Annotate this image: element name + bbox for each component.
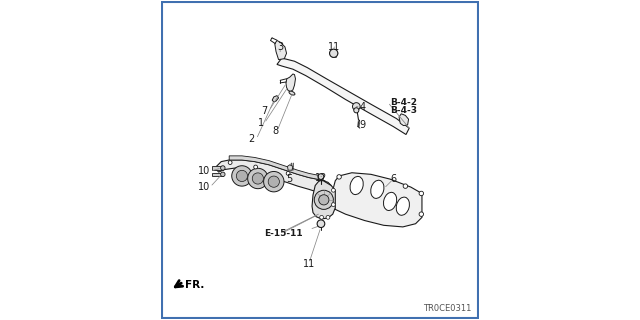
Text: 8: 8 bbox=[273, 126, 278, 136]
Circle shape bbox=[318, 174, 324, 180]
Polygon shape bbox=[212, 166, 223, 170]
Polygon shape bbox=[287, 165, 293, 170]
Text: 11: 11 bbox=[328, 42, 340, 52]
Text: 6: 6 bbox=[390, 174, 396, 184]
Circle shape bbox=[337, 175, 341, 179]
Circle shape bbox=[332, 188, 335, 192]
Circle shape bbox=[332, 203, 335, 206]
Text: B-4-2: B-4-2 bbox=[390, 98, 417, 107]
Circle shape bbox=[320, 215, 323, 219]
Ellipse shape bbox=[396, 197, 410, 215]
Text: TR0CE0311: TR0CE0311 bbox=[423, 304, 471, 313]
Circle shape bbox=[264, 172, 284, 192]
Text: 5: 5 bbox=[287, 174, 293, 184]
Circle shape bbox=[248, 168, 268, 189]
Circle shape bbox=[314, 190, 333, 209]
Circle shape bbox=[326, 215, 330, 219]
Circle shape bbox=[236, 170, 248, 181]
Text: 4: 4 bbox=[360, 102, 366, 112]
Circle shape bbox=[330, 49, 338, 57]
Circle shape bbox=[403, 184, 408, 188]
Text: 1: 1 bbox=[258, 118, 264, 128]
Polygon shape bbox=[216, 160, 331, 194]
Circle shape bbox=[232, 166, 252, 186]
Text: 11: 11 bbox=[303, 259, 315, 268]
Circle shape bbox=[286, 172, 290, 175]
Circle shape bbox=[319, 195, 329, 205]
Polygon shape bbox=[212, 173, 223, 176]
Circle shape bbox=[419, 191, 424, 196]
Ellipse shape bbox=[289, 91, 295, 95]
Polygon shape bbox=[272, 96, 278, 102]
Ellipse shape bbox=[350, 176, 364, 195]
Ellipse shape bbox=[383, 192, 397, 211]
Polygon shape bbox=[275, 41, 287, 60]
Circle shape bbox=[228, 161, 232, 164]
Text: 10: 10 bbox=[198, 182, 210, 192]
Polygon shape bbox=[399, 114, 408, 125]
Circle shape bbox=[221, 172, 225, 177]
Text: 2: 2 bbox=[248, 134, 255, 144]
Text: B-4-3: B-4-3 bbox=[390, 106, 417, 115]
Ellipse shape bbox=[371, 180, 384, 198]
Polygon shape bbox=[277, 58, 409, 134]
Text: E-15-11: E-15-11 bbox=[264, 229, 303, 238]
Circle shape bbox=[221, 166, 225, 170]
Polygon shape bbox=[333, 173, 422, 227]
Circle shape bbox=[354, 108, 359, 113]
Polygon shape bbox=[229, 156, 323, 181]
Text: 9: 9 bbox=[360, 120, 366, 130]
Polygon shape bbox=[312, 181, 335, 219]
Circle shape bbox=[253, 165, 257, 169]
Circle shape bbox=[353, 103, 360, 110]
Circle shape bbox=[268, 176, 280, 187]
Text: 12: 12 bbox=[316, 172, 328, 182]
Polygon shape bbox=[286, 74, 296, 92]
Text: 3: 3 bbox=[277, 42, 284, 52]
Text: 7: 7 bbox=[261, 106, 268, 116]
Circle shape bbox=[252, 173, 264, 184]
Text: 10: 10 bbox=[198, 166, 210, 176]
Circle shape bbox=[419, 212, 424, 216]
Text: FR.: FR. bbox=[184, 280, 204, 290]
Circle shape bbox=[317, 220, 324, 228]
